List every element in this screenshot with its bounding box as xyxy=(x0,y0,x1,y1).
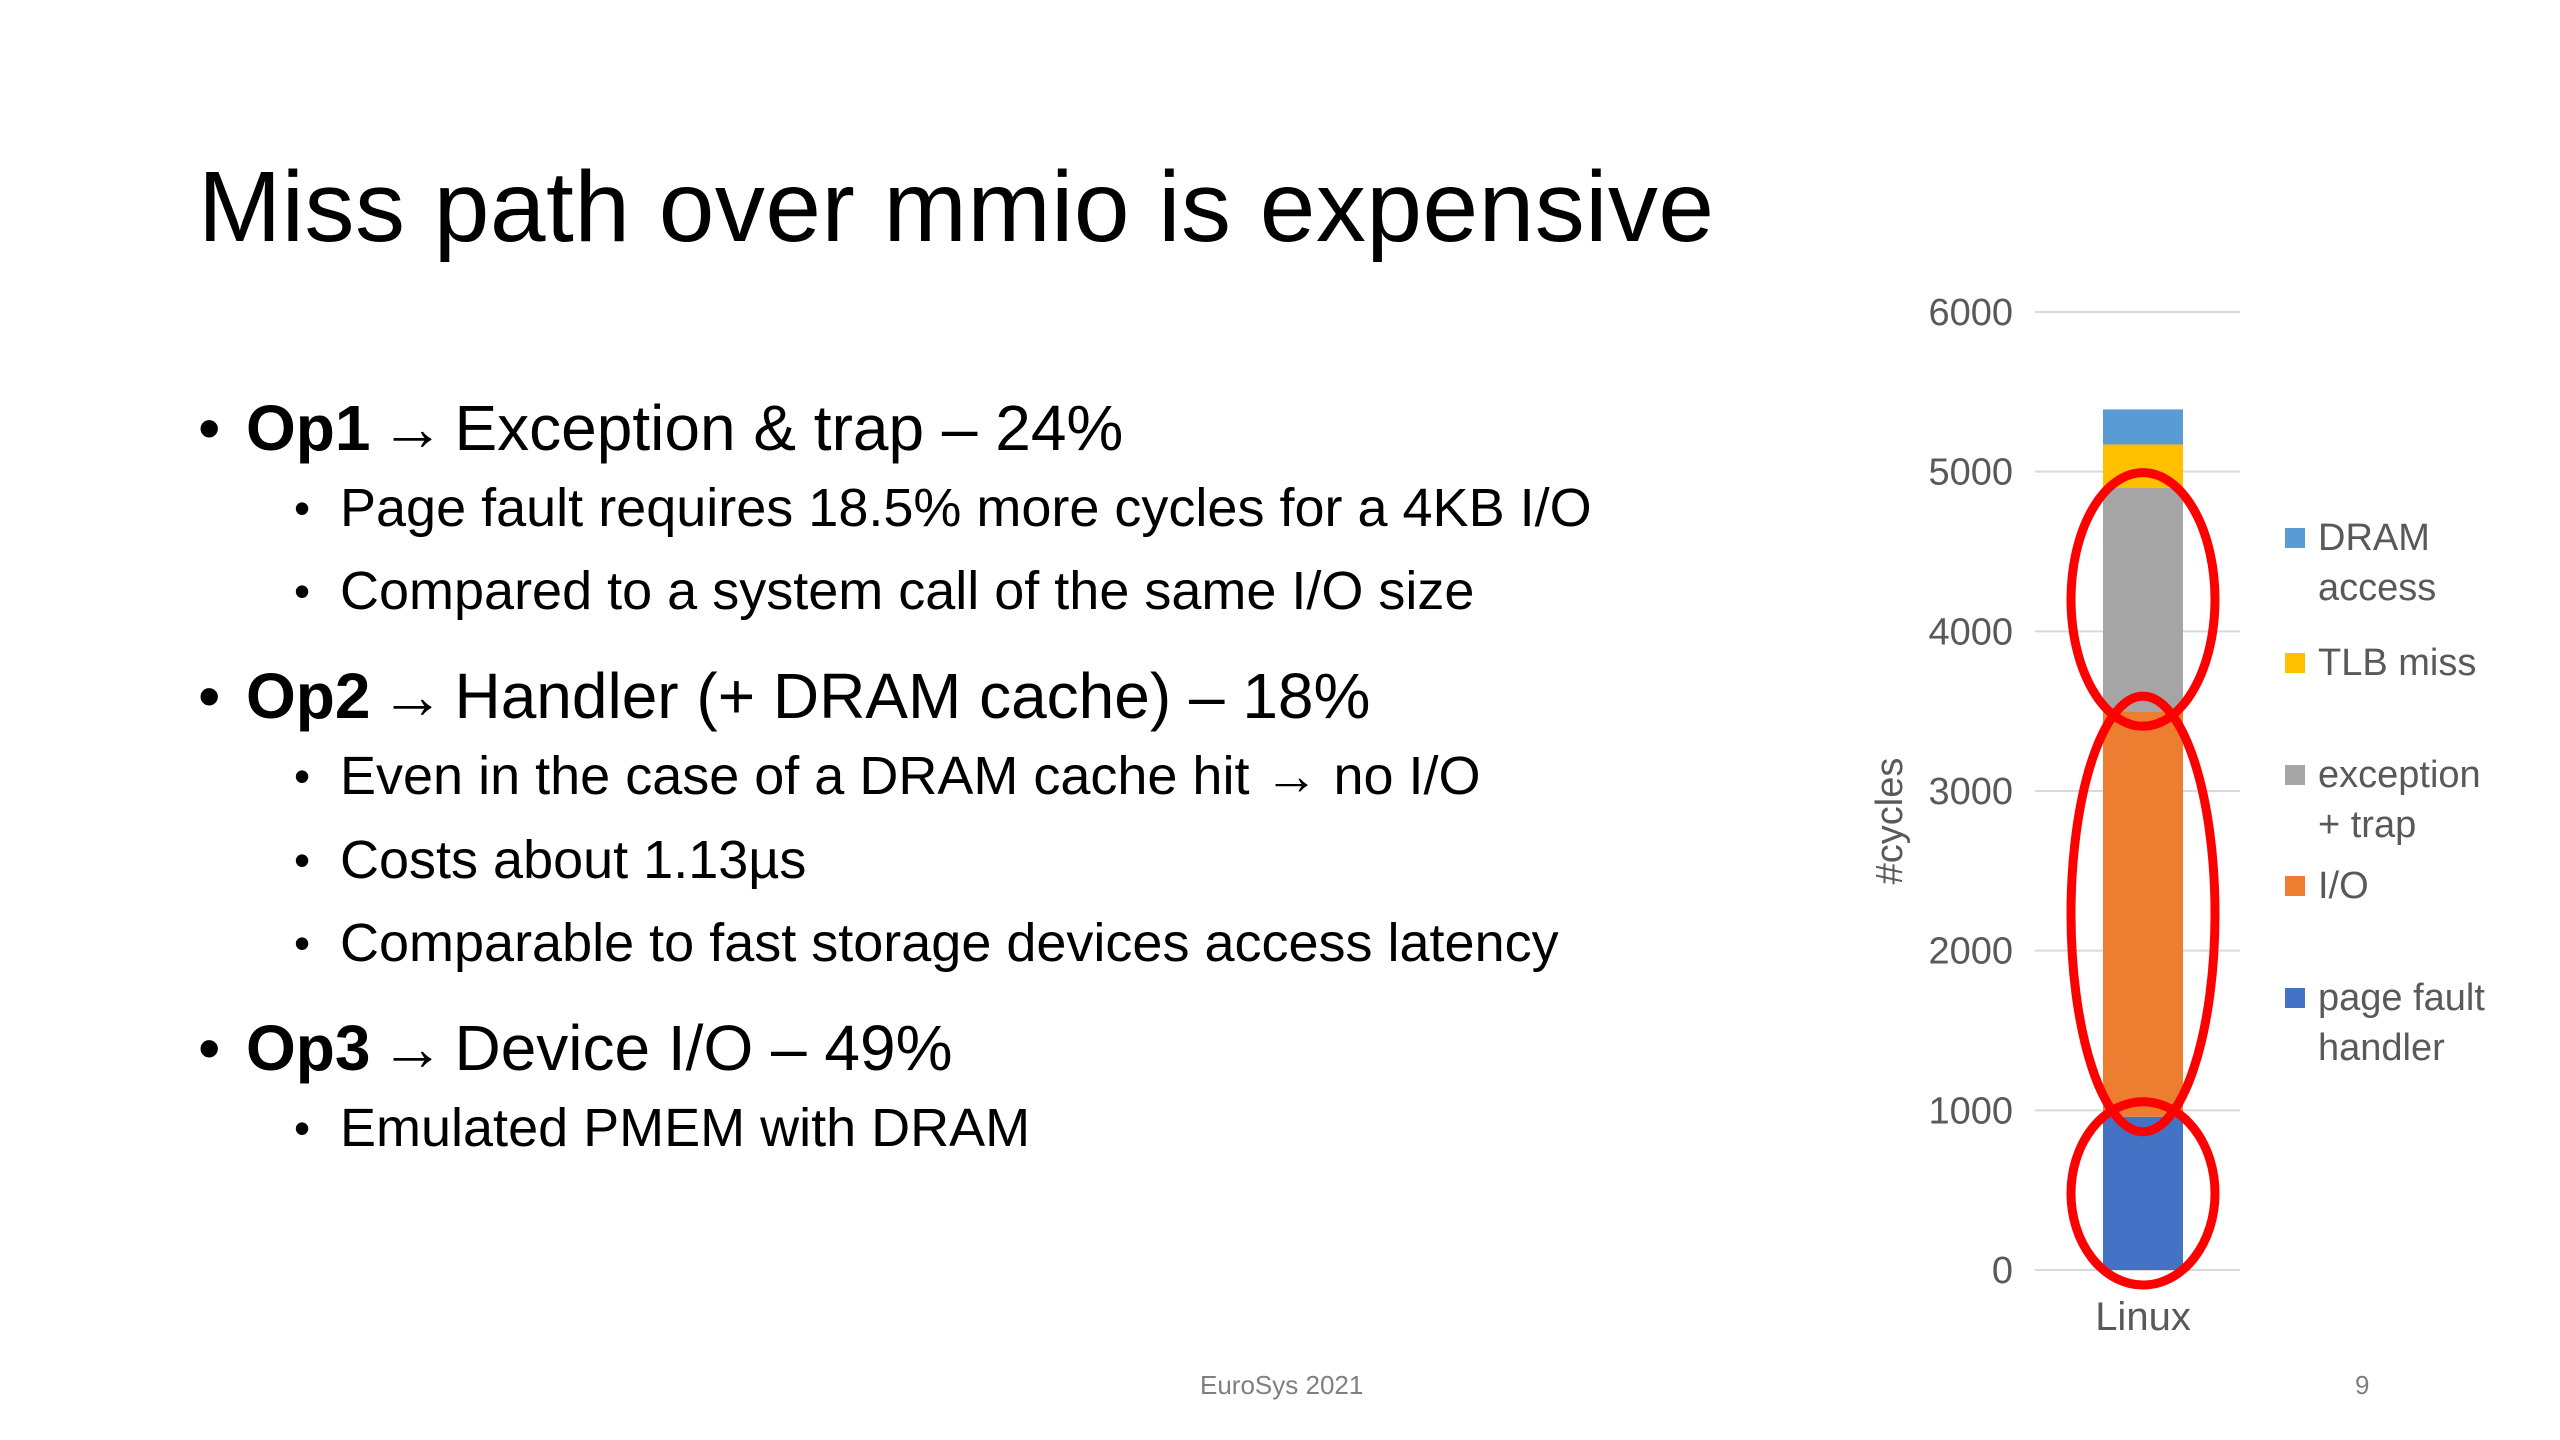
bar-segment xyxy=(2103,487,2183,712)
legend-label: exception + trap xyxy=(2318,754,2481,846)
bar-segment xyxy=(2103,711,2183,1117)
bullet-op2-text: Handler (+ DRAM cache) – 18% xyxy=(454,660,1371,733)
bullet-op3-label: Op3 xyxy=(246,1012,371,1085)
bullet-op1-label: Op1 xyxy=(246,392,371,464)
sub-bullet-text: Compared to a system call of the same I/… xyxy=(340,561,1475,622)
y-tick-label: 1000 xyxy=(1928,1090,2013,1132)
legend-label: TLB miss xyxy=(2318,642,2476,684)
sub-bullet: Even in the case of a DRAM cache hit → n… xyxy=(294,735,1798,819)
legend-swatch xyxy=(2285,653,2305,673)
arrow-icon: → xyxy=(380,660,445,733)
bullet-op3-text: Device I/O – 49% xyxy=(454,1012,953,1085)
legend-swatch xyxy=(2285,876,2305,896)
sub-bullet-text: Even in the case of a DRAM cache hit → n… xyxy=(340,745,1481,806)
highlight-ellipse xyxy=(2066,1097,2220,1290)
bar-segment xyxy=(2103,1116,2183,1270)
y-tick-label: 0 xyxy=(1992,1250,2013,1292)
highlight-ellipse xyxy=(2066,468,2220,731)
bullet-op3: Op3→Device I/O – 49% xyxy=(198,1010,1798,1087)
y-tick-label: 4000 xyxy=(1928,611,2013,653)
x-tick-label: Linux xyxy=(2095,1295,2191,1339)
sub-bullet-text: Costs about 1.13µs xyxy=(340,829,807,890)
sub-bullet-text: Emulated PMEM with DRAM xyxy=(340,1097,1031,1158)
legend-label: page fault handler xyxy=(2318,977,2485,1069)
sub-bullet: Emulated PMEM with DRAM xyxy=(294,1087,1798,1171)
bar-segment xyxy=(2103,409,2183,445)
arrow-icon: → xyxy=(380,1012,445,1085)
stacked-bar-chart: 0 1000 2000 3000 4000 5000 6000 #cycles Linux DRA… xyxy=(1869,292,2485,1339)
y-tick-label: 5000 xyxy=(1928,452,2013,494)
sub-bullet: Page fault requires 18.5% more cycles fo… xyxy=(294,467,1798,551)
y-tick-label: 6000 xyxy=(1928,292,2013,334)
y-axis-label: #cycles xyxy=(1869,758,1911,885)
slide-title: Miss path over mmio is expensive xyxy=(198,151,1715,263)
legend-label: I/O xyxy=(2318,865,2369,907)
bullet-list: Op1→Exception & trap – 24% Page fault re… xyxy=(198,390,1798,1171)
legend-swatch xyxy=(2285,765,2305,785)
legend-label: DRAM access xyxy=(2318,517,2436,609)
sub-bullet: Compared to a system call of the same I/… xyxy=(294,550,1798,634)
bullet-op1-text: Exception & trap – 24% xyxy=(454,392,1124,464)
page-number: 9 xyxy=(2355,1370,2370,1400)
bullet-op2: Op2→Handler (+ DRAM cache) – 18% xyxy=(198,658,1798,735)
sub-bullet-text: Comparable to fast storage devices acces… xyxy=(340,913,1559,974)
legend-swatch xyxy=(2285,528,2305,548)
highlight-ellipse xyxy=(2066,691,2220,1137)
sub-bullet: Comparable to fast storage devices acces… xyxy=(294,902,1798,986)
sub-bullet: Costs about 1.13µs xyxy=(294,819,1798,903)
bullet-op1: Op1→Exception & trap – 24% xyxy=(198,390,1798,467)
sub-bullet-text: Page fault requires 18.5% more cycles fo… xyxy=(340,477,1592,538)
arrow-icon: → xyxy=(380,392,445,464)
legend-swatch xyxy=(2285,988,2305,1008)
footer-conference: EuroSys 2021 xyxy=(1200,1370,1364,1400)
bullet-op2-label: Op2 xyxy=(246,660,371,733)
y-tick-label: 2000 xyxy=(1928,931,2013,973)
y-tick-label: 3000 xyxy=(1928,771,2013,813)
